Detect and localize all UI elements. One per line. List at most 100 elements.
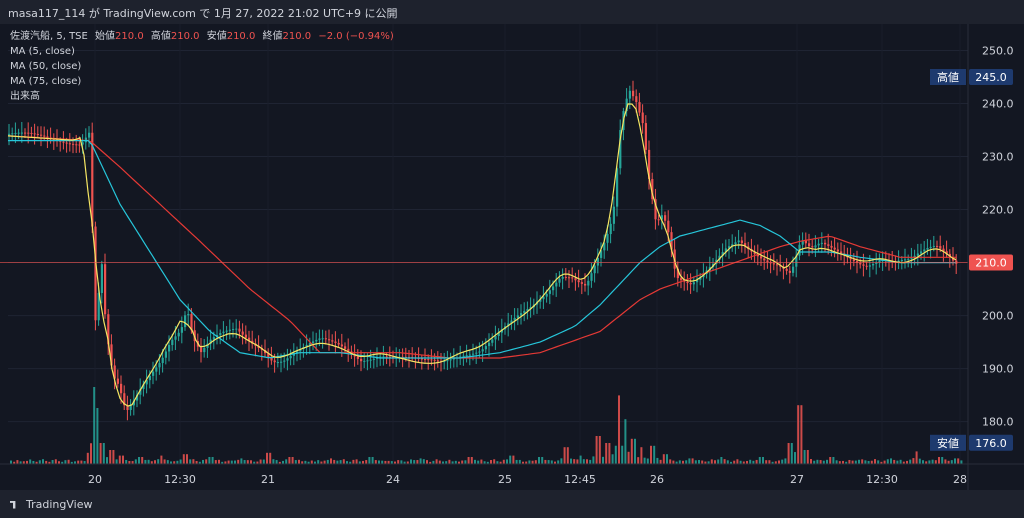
volume-bar — [618, 395, 620, 464]
volume-bar — [182, 454, 185, 464]
candle-body — [129, 405, 132, 410]
volume-bar — [442, 461, 444, 464]
candle-body — [760, 256, 763, 259]
volume-bar — [509, 455, 512, 464]
y-tick-label: 250.0 — [982, 45, 1014, 58]
volume-bar — [99, 443, 102, 464]
candle-body — [88, 132, 91, 138]
candle-body — [462, 355, 465, 357]
candle-body — [283, 360, 286, 362]
candle-body — [369, 359, 372, 361]
candle-body — [344, 346, 347, 349]
legend-ma50[interactable]: MA (50, close) — [10, 61, 82, 72]
candle-body — [545, 293, 548, 297]
volume-bar — [835, 460, 838, 464]
volume-bar — [867, 460, 870, 464]
volume-bar — [624, 419, 627, 464]
price-chart[interactable]: 250.0 240.0 230.0 220.0 210.0 200.0 190.0 180.0… — [0, 24, 1024, 490]
volume-bar — [723, 459, 726, 464]
legend-low-label: 安値 — [206, 31, 227, 42]
candle-body — [788, 270, 791, 273]
candle-body — [654, 199, 657, 220]
volume-bar — [666, 454, 668, 464]
volume-bar — [333, 459, 336, 464]
legend-ohlc-row: 佐渡汽船, 5, TSE 始値210.0 高値210.0 安値210.0 終値2… — [10, 29, 394, 44]
candle-body — [600, 250, 603, 258]
candle-body — [510, 320, 513, 324]
candle-body — [814, 245, 817, 248]
candle-body — [356, 356, 359, 359]
volume-bar — [371, 457, 374, 464]
volume-bar — [22, 461, 25, 464]
candle-body — [555, 282, 558, 287]
candle-body — [280, 361, 283, 363]
ma75-line — [7, 135, 956, 359]
volume-bar — [234, 460, 236, 464]
candle-body — [916, 253, 919, 256]
candle-body — [433, 359, 436, 361]
volume-bar — [790, 443, 793, 464]
candle-body — [900, 259, 903, 261]
candle-body — [603, 242, 606, 251]
candle-body — [475, 352, 478, 354]
volume-bar — [794, 452, 796, 464]
volume-bar — [838, 461, 841, 464]
volume-bar — [288, 457, 291, 464]
candle-body — [299, 349, 302, 352]
candle-body — [664, 215, 667, 221]
legend-ma75[interactable]: MA (75, close) — [10, 76, 82, 87]
volume-bar — [816, 459, 819, 464]
volume-bar — [550, 460, 553, 464]
volume-bar — [192, 459, 195, 464]
candle-body — [401, 356, 404, 358]
candle-body — [753, 251, 756, 255]
candle-body — [500, 329, 503, 333]
volume-bar — [336, 460, 339, 464]
candle-body — [795, 255, 798, 267]
volume-bar — [899, 459, 902, 464]
volume-bar — [730, 461, 732, 464]
volume-bar — [493, 459, 496, 464]
volume-bar — [886, 459, 889, 464]
candle-body — [318, 338, 321, 340]
candle-body — [273, 360, 276, 363]
volume-bar — [918, 458, 921, 464]
volume-bar — [650, 445, 652, 464]
candle-body — [612, 206, 615, 224]
candle-body — [491, 339, 494, 343]
candle-body — [574, 278, 577, 281]
gridlines — [8, 24, 968, 464]
volume-bar — [429, 461, 432, 464]
candle-body — [14, 132, 17, 134]
candle-body — [372, 358, 375, 360]
volume-bar — [147, 459, 150, 464]
volume-bar — [659, 459, 662, 464]
candle-body — [616, 168, 619, 207]
candle-body — [104, 264, 107, 315]
x-tick-label: 12:30 — [164, 473, 196, 486]
candle-body — [366, 360, 369, 362]
candle-body — [648, 149, 651, 180]
tradingview-logo[interactable]: TradingView — [10, 498, 92, 511]
candle-body — [641, 112, 644, 124]
volume-bar — [179, 459, 182, 464]
volume-bar — [883, 460, 886, 464]
candle-body — [360, 358, 363, 362]
volume-bar — [758, 457, 761, 464]
volume-bar — [762, 457, 764, 464]
candle-body — [8, 133, 11, 136]
volume-bar — [176, 460, 179, 464]
candle-body — [840, 251, 843, 254]
candle-body — [164, 351, 167, 358]
candle-body — [212, 337, 215, 340]
volume-bar — [736, 459, 739, 464]
legend-volume[interactable]: 出来高 — [10, 91, 40, 102]
volume-bar — [256, 461, 259, 464]
candle-body — [337, 342, 340, 345]
volume-bar — [134, 459, 137, 464]
volume-bar — [960, 460, 963, 464]
legend-ma5[interactable]: MA (5, close) — [10, 46, 75, 57]
volume-bar — [854, 460, 857, 464]
candle-body — [632, 90, 635, 97]
candle-body — [116, 378, 119, 384]
